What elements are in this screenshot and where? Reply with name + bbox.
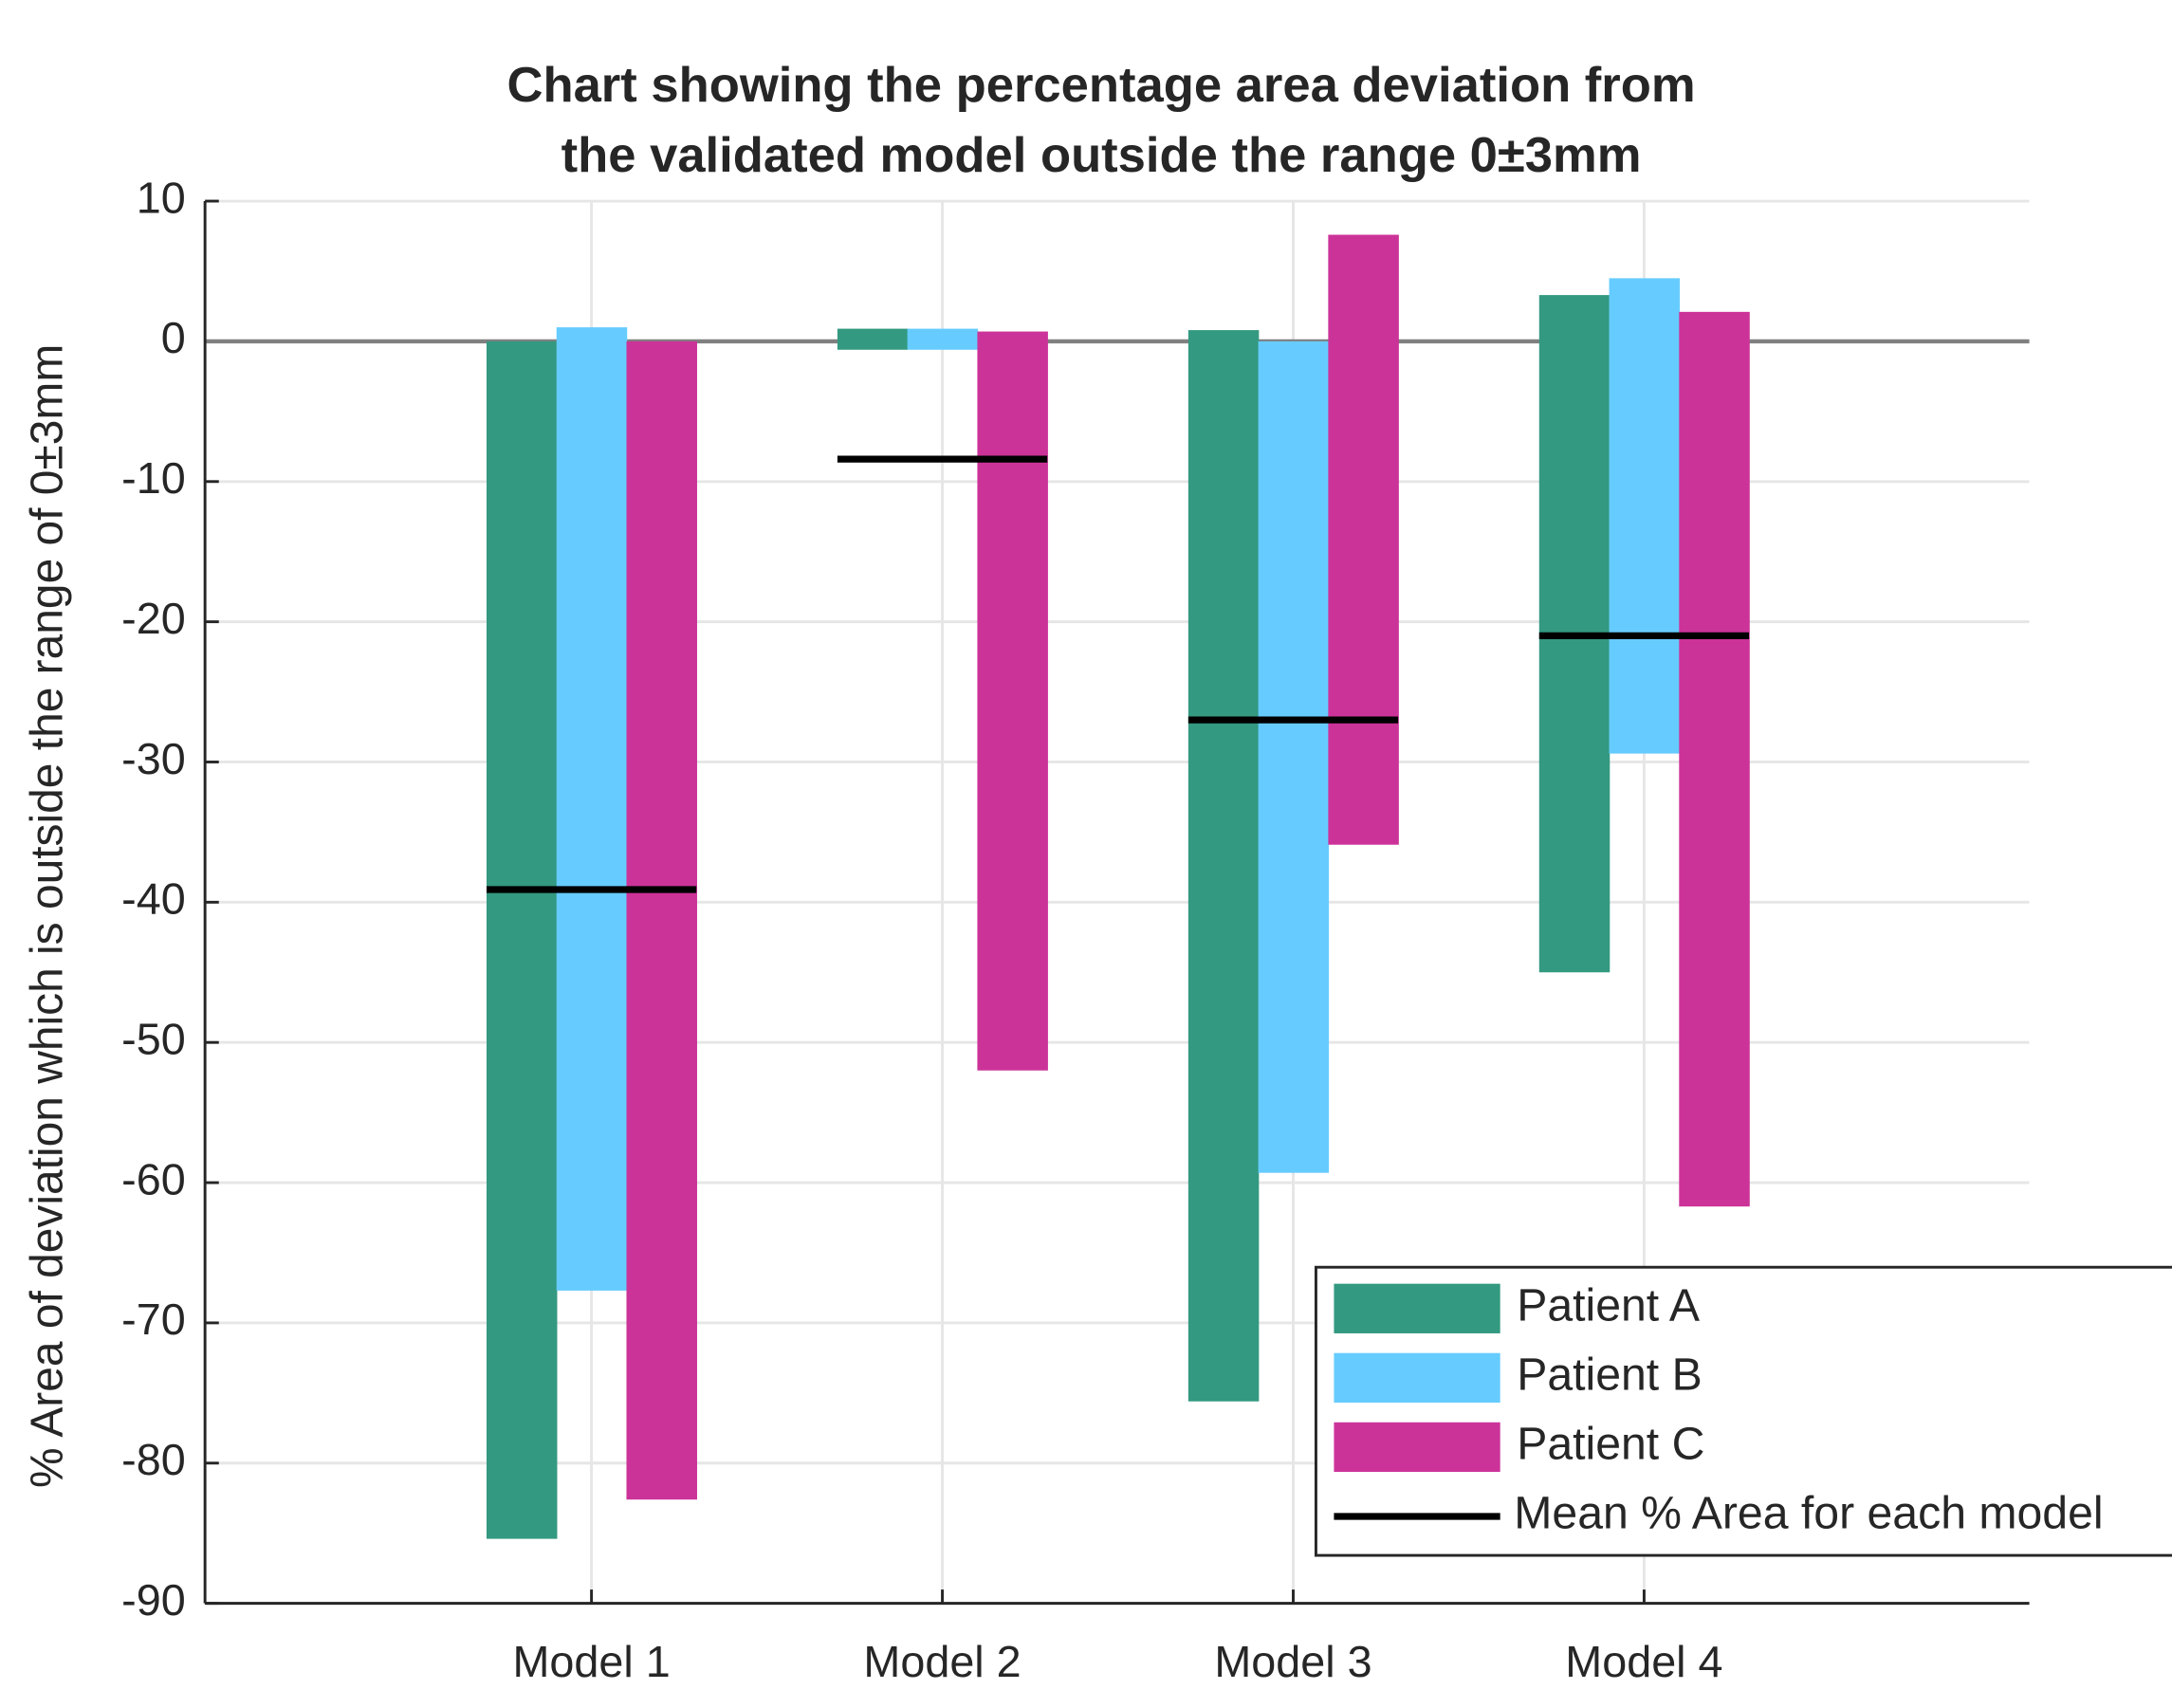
legend-swatch — [1334, 1352, 1500, 1403]
legend-label: Mean % Area for each model — [1514, 1488, 2103, 1539]
bar — [1328, 234, 1399, 845]
y-tick-label: -60 — [121, 1154, 186, 1203]
legend: Patient A Patient B Patient C Mean % Area f… — [1314, 1265, 2172, 1557]
y-tick-label: -70 — [121, 1295, 186, 1344]
y-tick-label: 0 — [161, 313, 186, 362]
y-tick-label: -80 — [121, 1435, 186, 1484]
y-tick-label: -90 — [121, 1575, 186, 1625]
x-tick-label: Model 2 — [863, 1637, 1021, 1686]
bar — [1679, 311, 1750, 1207]
x-tick-label: Model 4 — [1565, 1637, 1722, 1686]
y-tick-label: 10 — [137, 173, 186, 222]
legend-label: Patient B — [1517, 1350, 1703, 1401]
bar — [1258, 340, 1330, 1173]
legend-label: Patient C — [1517, 1419, 1704, 1470]
bar — [486, 340, 558, 1539]
y-tick-label: -40 — [121, 874, 186, 924]
legend-swatch — [1334, 1283, 1500, 1333]
bar — [837, 328, 909, 350]
y-tick-label: -20 — [121, 594, 186, 643]
bar — [556, 327, 628, 1291]
y-tick-label: -10 — [121, 453, 186, 503]
legend-label: Patient A — [1517, 1280, 1700, 1332]
x-tick-label: Model 3 — [1214, 1637, 1371, 1686]
legend-swatch — [1334, 1422, 1500, 1473]
y-tick-label: -50 — [121, 1015, 186, 1064]
chart-title: Chart showing the percentage area deviat… — [507, 58, 1696, 113]
chart-title: the validated model outside the range 0±… — [561, 128, 1642, 183]
bar — [907, 328, 979, 350]
bar — [626, 340, 697, 1500]
y-axis-label: % Area of deviation which is outside the… — [21, 344, 72, 1488]
y-tick-label: -30 — [121, 734, 186, 783]
x-tick-label: Model 1 — [513, 1637, 671, 1686]
bar — [1187, 330, 1260, 1402]
bar — [977, 331, 1048, 1071]
bar — [1609, 278, 1681, 754]
